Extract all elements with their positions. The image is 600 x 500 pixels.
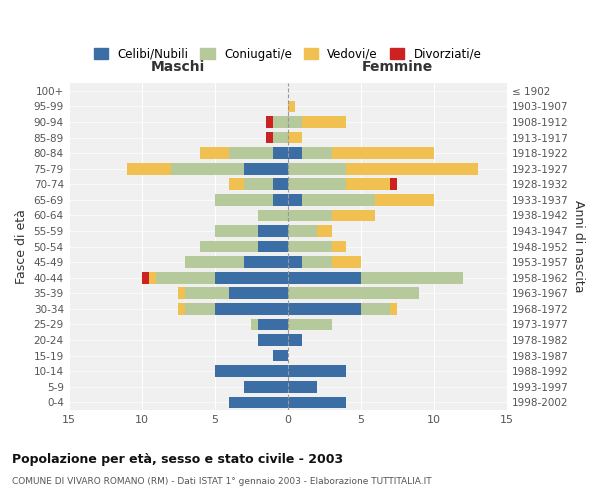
Legend: Celibi/Nubili, Coniugati/e, Vedovi/e, Divorziati/e: Celibi/Nubili, Coniugati/e, Vedovi/e, Di… — [89, 43, 486, 66]
Bar — [127, 163, 171, 174]
Bar — [259, 225, 287, 237]
Text: Maschi: Maschi — [151, 60, 205, 74]
Bar — [331, 256, 361, 268]
Bar — [317, 225, 331, 237]
Bar — [273, 132, 287, 143]
Bar — [390, 303, 397, 314]
Bar — [346, 163, 478, 174]
Bar — [273, 178, 287, 190]
Bar — [287, 288, 419, 299]
Bar — [178, 303, 185, 314]
Bar — [178, 288, 185, 299]
Bar — [273, 194, 287, 205]
Bar — [215, 303, 287, 314]
Bar — [229, 288, 287, 299]
Bar — [156, 272, 215, 283]
Text: COMUNE DI VIVARO ROMANO (RM) - Dati ISTAT 1° gennaio 2003 - Elaborazione TUTTITA: COMUNE DI VIVARO ROMANO (RM) - Dati ISTA… — [12, 478, 431, 486]
Bar — [273, 116, 287, 128]
Bar — [244, 163, 287, 174]
Bar — [259, 318, 287, 330]
Bar — [266, 132, 273, 143]
Bar — [361, 272, 463, 283]
Bar — [331, 240, 346, 252]
Bar — [251, 318, 259, 330]
Y-axis label: Fasce di età: Fasce di età — [15, 209, 28, 284]
Bar — [229, 148, 273, 159]
Bar — [244, 178, 273, 190]
Bar — [259, 240, 287, 252]
Bar — [287, 396, 346, 408]
Bar — [287, 178, 346, 190]
Bar — [302, 116, 346, 128]
Bar — [287, 256, 302, 268]
Bar — [215, 272, 287, 283]
Bar — [200, 148, 229, 159]
Bar — [244, 256, 287, 268]
Bar — [215, 366, 287, 377]
Y-axis label: Anni di nascita: Anni di nascita — [572, 200, 585, 293]
Bar — [361, 303, 390, 314]
Bar — [390, 178, 397, 190]
Bar — [302, 148, 331, 159]
Bar — [287, 381, 317, 392]
Bar — [185, 288, 229, 299]
Bar — [287, 210, 331, 222]
Bar — [331, 148, 434, 159]
Bar — [244, 381, 287, 392]
Bar — [185, 303, 215, 314]
Bar — [287, 366, 346, 377]
Bar — [287, 272, 361, 283]
Bar — [287, 334, 302, 346]
Bar — [171, 163, 244, 174]
Bar — [287, 240, 331, 252]
Bar — [215, 225, 259, 237]
Bar — [259, 210, 287, 222]
Text: Femmine: Femmine — [362, 60, 433, 74]
Bar — [149, 272, 156, 283]
Bar — [287, 148, 302, 159]
Bar — [287, 132, 302, 143]
Bar — [273, 350, 287, 362]
Bar — [266, 116, 273, 128]
Bar — [302, 194, 376, 205]
Text: Popolazione per età, sesso e stato civile - 2003: Popolazione per età, sesso e stato civil… — [12, 452, 343, 466]
Bar — [287, 116, 302, 128]
Bar — [215, 194, 273, 205]
Bar — [273, 148, 287, 159]
Bar — [302, 256, 331, 268]
Bar — [287, 303, 361, 314]
Bar — [331, 210, 376, 222]
Bar — [229, 178, 244, 190]
Bar — [287, 318, 331, 330]
Bar — [346, 178, 390, 190]
Bar — [287, 163, 346, 174]
Bar — [287, 100, 295, 112]
Bar — [142, 272, 149, 283]
Bar — [229, 396, 287, 408]
Bar — [376, 194, 434, 205]
Bar — [287, 194, 302, 205]
Bar — [259, 334, 287, 346]
Bar — [287, 225, 317, 237]
Bar — [185, 256, 244, 268]
Bar — [200, 240, 259, 252]
